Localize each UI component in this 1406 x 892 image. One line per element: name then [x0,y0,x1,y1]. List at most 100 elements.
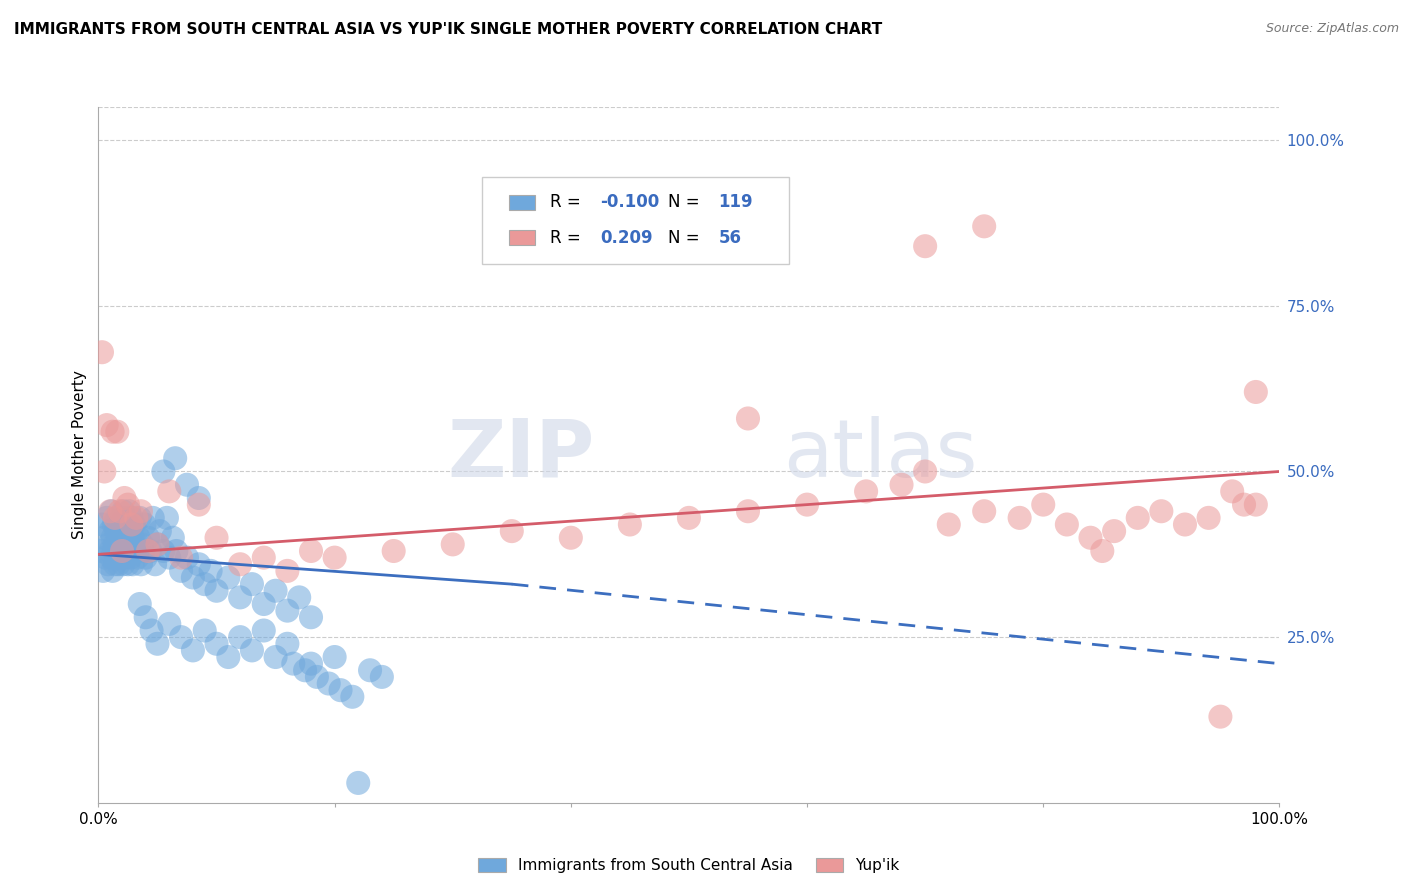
Point [359,663,381,677]
Point [382,544,405,558]
Point [1080,531,1102,545]
Point [323,550,346,565]
Point [162,531,184,545]
Text: IMMIGRANTS FROM SOUTH CENTRAL ASIA VS YUP'IK SINGLE MOTHER POVERTY CORRELATION C: IMMIGRANTS FROM SOUTH CENTRAL ASIA VS YU… [14,22,883,37]
Text: R =: R = [550,228,585,247]
Point [105,511,128,525]
Point [1233,498,1256,512]
Point [136,531,159,545]
Point [96,418,118,433]
Point [205,637,228,651]
Point [124,544,146,558]
Point [117,558,139,572]
Point [240,643,263,657]
Point [914,465,936,479]
FancyBboxPatch shape [482,177,789,264]
Point [125,511,148,525]
Point [347,776,370,790]
Point [1209,709,1232,723]
Legend: Immigrants from South Central Asia, Yup'ik: Immigrants from South Central Asia, Yup'… [472,852,905,880]
Point [170,550,193,565]
Point [152,544,174,558]
Point [1056,517,1078,532]
Point [132,544,155,558]
Point [1091,544,1114,558]
Text: Source: ZipAtlas.com: Source: ZipAtlas.com [1265,22,1399,36]
Point [142,511,165,525]
Point [170,630,193,644]
Point [194,624,217,638]
Point [973,504,995,518]
Point [117,498,139,512]
Text: N =: N = [668,194,704,211]
Point [264,583,287,598]
Point [139,544,162,558]
Text: -0.100: -0.100 [600,194,659,211]
Point [129,504,152,518]
Point [103,517,125,532]
Point [1174,517,1197,532]
Point [176,477,198,491]
Point [890,477,912,491]
Point [117,517,139,532]
Point [112,537,135,551]
Point [110,550,132,565]
Point [253,550,276,565]
Text: R =: R = [550,194,585,211]
Point [121,558,143,572]
Point [217,650,239,665]
FancyBboxPatch shape [509,230,536,245]
Point [91,564,114,578]
Point [205,583,228,598]
Point [299,544,322,558]
Point [737,504,759,518]
Point [264,650,287,665]
Point [146,537,169,551]
Point [157,550,180,565]
Point [131,537,153,551]
Point [253,624,276,638]
Point [156,511,179,525]
Point [98,504,121,518]
Point [98,537,121,551]
Point [96,511,118,525]
Point [181,570,204,584]
Point [176,550,198,565]
Point [128,511,150,525]
Point [125,524,148,538]
Point [1220,484,1243,499]
Point [149,524,172,538]
Point [560,531,582,545]
Point [146,637,169,651]
Point [104,558,127,572]
Point [120,550,142,565]
Point [796,498,818,512]
Point [122,517,145,532]
Point [105,544,128,558]
Point [342,690,364,704]
Point [105,524,128,538]
Point [288,591,311,605]
Point [146,537,169,551]
Point [141,624,163,638]
Point [1126,511,1149,525]
Point [187,558,209,572]
Point [107,531,129,545]
Point [229,630,252,644]
Point [205,531,228,545]
Text: atlas: atlas [783,416,977,494]
Point [441,537,464,551]
Point [1150,504,1173,518]
Point [1032,498,1054,512]
Point [104,511,127,525]
Point [101,564,124,578]
Point [152,465,174,479]
Point [121,511,143,525]
Point [253,597,276,611]
Point [112,511,135,525]
Point [143,558,166,572]
Point [120,524,142,538]
Point [299,657,322,671]
Point [157,484,180,499]
Point [118,504,141,518]
